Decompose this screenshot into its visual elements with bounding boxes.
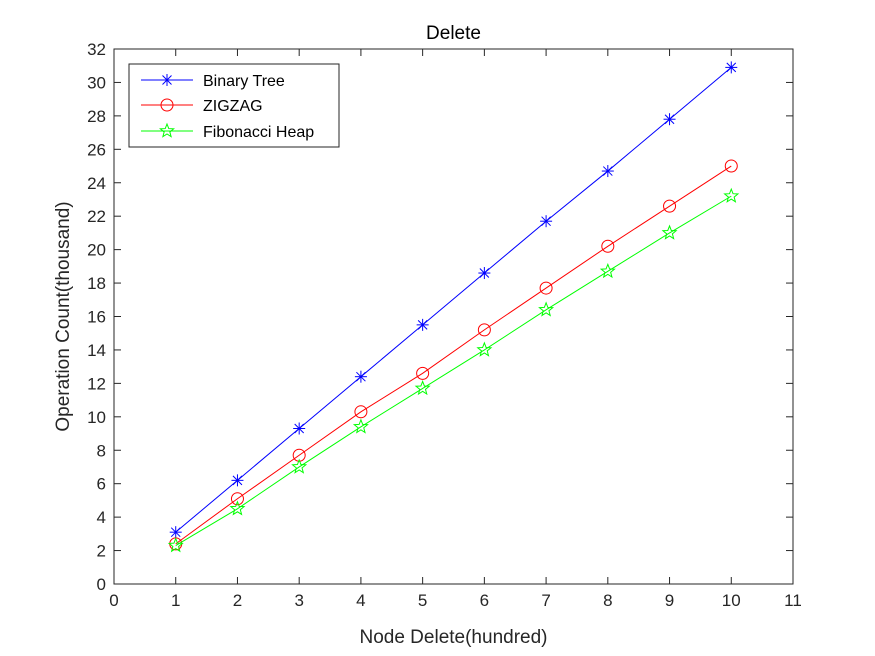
x-tick-label: 4 xyxy=(356,591,365,610)
data-point-marker xyxy=(229,500,246,516)
y-tick-label: 10 xyxy=(87,408,106,427)
y-tick-label: 30 xyxy=(87,73,106,92)
data-point-marker xyxy=(352,418,369,434)
data-point-marker xyxy=(354,370,367,383)
y-tick-label: 32 xyxy=(87,40,106,59)
y-tick-label: 26 xyxy=(87,140,106,159)
y-tick-label: 8 xyxy=(97,441,106,460)
x-tick-label: 11 xyxy=(784,591,802,610)
legend-label: ZIGZAG xyxy=(203,98,263,115)
y-tick-label: 6 xyxy=(97,475,106,494)
data-point-marker xyxy=(601,239,615,253)
data-point-marker xyxy=(169,526,182,539)
data-point-marker xyxy=(414,380,431,396)
y-tick-label: 22 xyxy=(87,207,106,226)
data-point-marker xyxy=(159,122,175,138)
data-point-marker xyxy=(725,61,738,74)
x-tick-label: 3 xyxy=(294,591,303,610)
series-line xyxy=(175,165,732,545)
data-point-marker xyxy=(476,341,493,357)
series-layer xyxy=(167,61,740,553)
data-point-marker xyxy=(477,323,491,337)
legend-label: Fibonacci Heap xyxy=(203,124,314,141)
data-point-marker xyxy=(540,215,553,228)
legend-items: Binary Tree ZIGZAG Fibonacci Heap xyxy=(141,73,314,141)
x-tick-label: 5 xyxy=(418,591,427,610)
chart-title: Delete xyxy=(426,23,481,44)
data-point-marker xyxy=(230,492,244,506)
data-point-marker xyxy=(539,281,553,295)
x-tick-label: 7 xyxy=(541,591,550,610)
data-point-marker xyxy=(291,458,308,474)
x-tick-label: 6 xyxy=(480,591,489,610)
data-point-marker xyxy=(601,165,614,178)
data-point-marker xyxy=(161,74,173,86)
data-point-marker xyxy=(416,318,429,331)
x-tick-label: 0 xyxy=(109,591,118,610)
data-point-marker xyxy=(231,474,244,487)
data-point-marker xyxy=(478,267,491,280)
y-tick-label: 18 xyxy=(87,274,106,293)
data-point-marker xyxy=(160,98,174,112)
y-tick-label: 2 xyxy=(97,542,106,561)
x-axis-title: Node Delete(hundred) xyxy=(359,627,547,648)
y-tick-label: 24 xyxy=(87,174,106,193)
series-line xyxy=(175,67,732,533)
x-tick-label: 8 xyxy=(603,591,612,610)
data-point-marker xyxy=(724,159,738,173)
data-point-marker xyxy=(293,422,306,435)
x-tick-label: 2 xyxy=(233,591,242,610)
y-tick-label: 4 xyxy=(97,508,106,527)
data-point-marker xyxy=(599,262,616,279)
data-point-marker xyxy=(663,199,677,213)
y-tick-label: 28 xyxy=(87,107,106,126)
y-tick-label: 16 xyxy=(87,308,106,327)
x-tick-label: 10 xyxy=(722,591,741,610)
data-point-marker xyxy=(661,224,678,240)
legend: Binary Tree ZIGZAG Fibonacci Heap xyxy=(128,63,340,148)
data-point-marker xyxy=(723,187,740,203)
data-point-marker xyxy=(663,113,676,126)
y-tick-label: 12 xyxy=(87,374,106,393)
data-point-marker xyxy=(538,301,555,317)
y-tick-label: 0 xyxy=(97,575,106,594)
x-tick-label: 9 xyxy=(665,591,674,610)
data-point-marker xyxy=(167,537,184,553)
data-point-marker xyxy=(416,366,430,380)
y-tick-label: 14 xyxy=(87,341,106,360)
y-tick-label: 20 xyxy=(87,241,106,260)
legend-label: Binary Tree xyxy=(203,73,285,90)
ticks-layer: 0 1 2 3 4 5 6 7 8 9 10 1102468101214161820222426283… xyxy=(87,40,802,610)
y-axis-title: Operation Count(thousand) xyxy=(53,201,74,431)
series-line xyxy=(175,195,732,546)
x-tick-label: 1 xyxy=(171,591,180,610)
data-point-marker xyxy=(354,405,368,419)
